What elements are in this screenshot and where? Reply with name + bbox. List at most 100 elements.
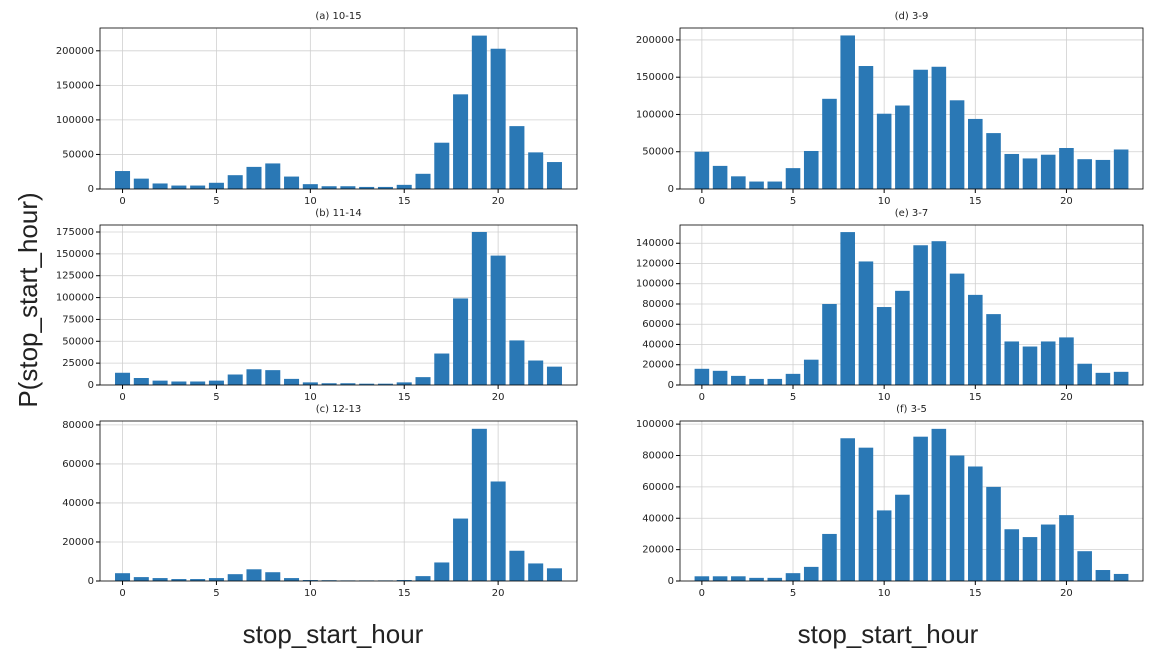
bar [931,241,947,385]
bar [528,563,544,581]
bar [712,165,728,189]
x-tick-label: 0 [699,196,705,207]
bar [190,381,206,385]
bar [490,255,506,385]
bar [822,533,837,581]
bar [785,373,801,385]
x-tick-label: 15 [398,196,411,207]
bar [208,182,224,189]
y-tick-label: 0 [668,380,674,391]
bar [694,576,710,581]
x-axis-label: stop_start_hour [243,619,424,649]
bar [1113,573,1129,581]
bar [133,178,149,189]
bar [1095,570,1111,581]
bar [876,113,892,189]
y-tick-label: 150000 [636,72,674,83]
y-tick-label: 200000 [56,46,94,57]
subplot-title: (c) 12-13 [316,404,362,415]
bar [453,94,469,189]
bar [876,307,892,385]
bar [434,353,450,385]
bar [528,360,544,385]
bar [1077,159,1092,189]
bar [171,579,187,581]
bar [152,578,168,581]
bar [171,381,187,385]
bar [321,383,337,385]
bar [453,518,469,581]
bar [284,578,300,581]
x-tick-label: 20 [492,588,505,599]
y-tick-label: 100000 [56,293,94,304]
bar [712,370,728,385]
x-tick-label: 15 [969,196,982,207]
bar [471,428,487,581]
bar [340,383,356,385]
y-tick-label: 20000 [642,360,674,371]
bar [822,303,837,385]
y-axis-label: P(stop_start_hour) [13,192,43,407]
bar [284,378,300,385]
axes-frame [99,224,578,386]
subplot-title: (d) 3-9 [895,11,929,22]
y-tick-label: 40000 [642,513,674,524]
bar [803,566,819,581]
bar [453,298,469,385]
bar [490,48,506,189]
subplot-title: (b) 11-14 [315,208,361,219]
bar [396,382,412,385]
bar [694,368,710,385]
bar [1004,341,1020,385]
bar [1022,346,1038,385]
bar [895,290,910,385]
x-tick-label: 20 [1060,588,1073,599]
x-tick-label: 0 [699,588,705,599]
x-tick-label: 15 [969,392,982,403]
bar [785,168,801,189]
x-tick-label: 5 [213,196,219,207]
bar [377,383,393,385]
y-tick-label: 50000 [62,336,94,347]
bar [749,181,764,189]
y-tick-label: 175000 [56,227,94,238]
bar [265,370,281,385]
bar [731,375,746,385]
bar [986,314,1001,385]
x-tick-label: 0 [119,392,125,403]
bar [190,185,206,189]
x-tick-label: 5 [790,588,796,599]
bar [968,294,983,385]
bar [803,359,819,385]
bar [895,105,910,189]
bar [321,186,337,189]
y-tick-label: 100000 [636,109,674,120]
x-tick-label: 20 [492,196,505,207]
y-tick-label: 20000 [642,545,674,556]
x-tick-label: 20 [1060,392,1073,403]
bar [434,562,450,581]
bar [133,378,149,385]
bar [302,580,318,581]
y-tick-label: 60000 [642,319,674,330]
bar [227,175,243,189]
x-tick-label: 0 [699,392,705,403]
bar [840,35,855,189]
bar [968,466,983,581]
bar [546,568,562,581]
bar [913,69,928,189]
y-tick-label: 0 [88,576,94,587]
bar [359,186,375,189]
y-tick-label: 40000 [642,339,674,350]
y-tick-label: 0 [88,380,94,391]
bar [1113,149,1129,189]
bar [931,428,947,581]
bar [749,378,764,385]
x-tick-label: 0 [119,196,125,207]
bar [396,184,412,189]
bar [1113,371,1129,385]
bar [968,118,983,189]
bar [731,576,746,581]
bar [858,66,874,189]
bar [509,550,525,581]
